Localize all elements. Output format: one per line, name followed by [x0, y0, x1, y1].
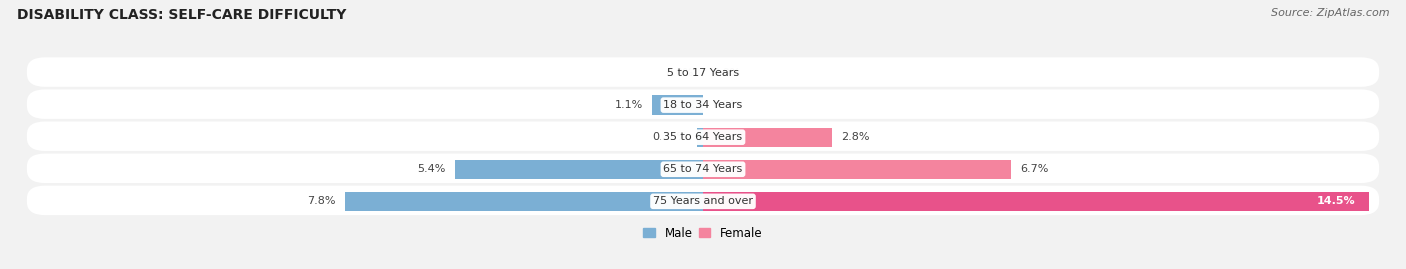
Text: 7.8%: 7.8%: [307, 196, 336, 206]
Text: 0.13%: 0.13%: [652, 132, 688, 142]
Bar: [703, 128, 831, 147]
Text: 0.0%: 0.0%: [665, 68, 693, 78]
Bar: [652, 95, 703, 115]
Text: 75 Years and over: 75 Years and over: [652, 196, 754, 206]
Text: 35 to 64 Years: 35 to 64 Years: [664, 132, 742, 142]
Text: 6.7%: 6.7%: [1019, 164, 1049, 174]
Bar: [703, 160, 1011, 179]
Text: 1.1%: 1.1%: [614, 100, 644, 110]
FancyBboxPatch shape: [27, 186, 1379, 215]
Bar: [456, 160, 703, 179]
Bar: [344, 192, 703, 211]
Text: DISABILITY CLASS: SELF-CARE DIFFICULTY: DISABILITY CLASS: SELF-CARE DIFFICULTY: [17, 8, 346, 22]
Text: 5 to 17 Years: 5 to 17 Years: [666, 68, 740, 78]
Text: 65 to 74 Years: 65 to 74 Years: [664, 164, 742, 174]
Text: 0.0%: 0.0%: [713, 100, 741, 110]
FancyBboxPatch shape: [27, 57, 1379, 87]
FancyBboxPatch shape: [27, 154, 1379, 183]
Text: 2.8%: 2.8%: [841, 132, 869, 142]
Bar: [703, 192, 1369, 211]
Text: 0.0%: 0.0%: [713, 68, 741, 78]
Text: Source: ZipAtlas.com: Source: ZipAtlas.com: [1271, 8, 1389, 18]
FancyBboxPatch shape: [27, 89, 1379, 119]
Text: 14.5%: 14.5%: [1316, 196, 1355, 206]
Text: 18 to 34 Years: 18 to 34 Years: [664, 100, 742, 110]
FancyBboxPatch shape: [27, 122, 1379, 151]
Text: 5.4%: 5.4%: [418, 164, 446, 174]
Legend: Male, Female: Male, Female: [638, 222, 768, 245]
Bar: [697, 128, 703, 147]
